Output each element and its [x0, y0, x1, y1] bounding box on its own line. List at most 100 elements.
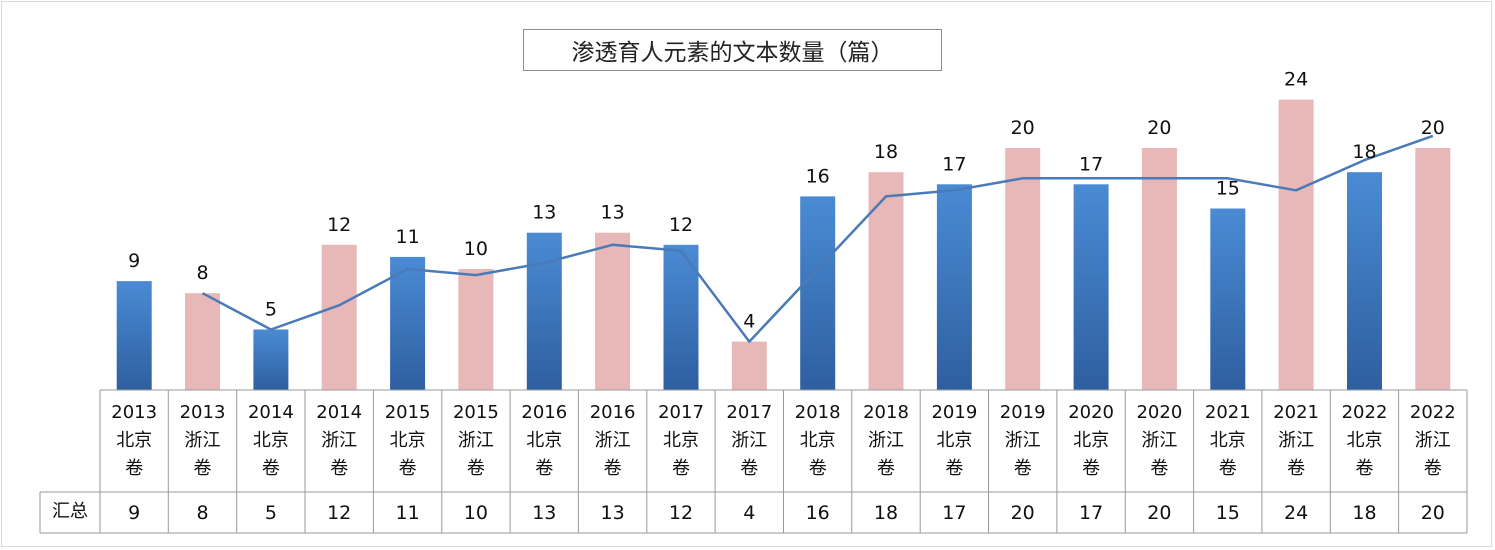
category-tick-label: 卷 [467, 458, 485, 479]
table-value: 15 [1216, 502, 1240, 524]
category-tick-label: 2022 [1342, 402, 1388, 423]
data-label: 24 [1284, 69, 1308, 91]
category-tick-label: 2014 [248, 402, 294, 423]
bar [1415, 148, 1451, 390]
table-value: 20 [1147, 502, 1171, 524]
bar [1278, 99, 1314, 390]
category-tick-label: 浙江 [731, 430, 767, 451]
category-tick-label: 2016 [590, 402, 636, 423]
table-value: 17 [942, 502, 966, 524]
category-tick-label: 2021 [1205, 402, 1251, 423]
table-value: 13 [601, 502, 625, 524]
category-tick-label: 卷 [1082, 458, 1100, 479]
bar [390, 256, 426, 390]
data-label: 18 [874, 141, 898, 163]
category-tick-label: 北京 [526, 430, 562, 451]
category-tick-label: 浙江 [1141, 430, 1177, 451]
bar [800, 196, 836, 390]
data-label: 8 [196, 262, 208, 284]
bar [1347, 172, 1382, 390]
bar [116, 281, 152, 390]
bar [185, 293, 220, 390]
bar [1005, 148, 1041, 390]
table-value: 5 [265, 502, 277, 524]
category-tick-label: 北京 [1073, 430, 1109, 451]
trend-line [201, 134, 1434, 343]
category-tick-label: 2020 [1136, 402, 1182, 423]
category-tick-label: 2013 [180, 402, 226, 423]
bar [1210, 208, 1246, 390]
category-tick-label: 卷 [262, 458, 280, 479]
table-value: 20 [1421, 502, 1445, 524]
category-tick-label: 北京 [1347, 430, 1383, 451]
category-tick-label: 卷 [330, 458, 348, 479]
category-tick-label: 浙江 [1415, 430, 1451, 451]
data-label: 20 [1421, 117, 1445, 139]
table-value: 24 [1284, 502, 1308, 524]
bar [458, 269, 494, 390]
category-tick-label: 北京 [936, 430, 972, 451]
table-value: 18 [1352, 502, 1376, 524]
category-tick-label: 卷 [945, 458, 963, 479]
category-tick-label: 卷 [399, 458, 417, 479]
bar [1073, 184, 1109, 390]
category-tick-label: 北京 [663, 430, 699, 451]
category-tick-label: 2015 [385, 402, 431, 423]
table-value: 11 [396, 502, 420, 524]
table-value: 16 [806, 502, 830, 524]
data-label: 18 [1352, 141, 1376, 163]
category-tick-label: 2020 [1068, 402, 1114, 423]
data-label: 4 [743, 311, 755, 333]
chart-title: 渗透育人元素的文本数量（篇） [523, 29, 942, 71]
category-tick-label: 北京 [1210, 430, 1246, 451]
category-tick-label: 卷 [809, 458, 827, 479]
category-tick-label: 2017 [726, 402, 772, 423]
category-tick-label: 2021 [1273, 402, 1319, 423]
category-tick-label: 卷 [1014, 458, 1032, 479]
category-tick-label: 卷 [1150, 458, 1168, 479]
category-tick-label: 2016 [521, 402, 567, 423]
bar [936, 184, 972, 390]
category-tick-label: 北京 [390, 430, 426, 451]
table-value: 10 [464, 502, 488, 524]
category-tick-label: 北京 [253, 430, 289, 451]
category-tick-label: 卷 [194, 458, 212, 479]
category-tick-label: 北京 [116, 430, 152, 451]
bar [868, 172, 904, 390]
data-label: 5 [265, 299, 277, 321]
category-tick-label: 卷 [1219, 458, 1237, 479]
data-label: 12 [327, 214, 351, 236]
data-label: 15 [1216, 178, 1240, 200]
data-label: 12 [669, 214, 693, 236]
bar [1141, 148, 1177, 390]
bar [321, 244, 357, 390]
table-value: 12 [669, 502, 693, 524]
data-label: 17 [1079, 153, 1103, 175]
bar [253, 329, 289, 390]
category-tick-label: 浙江 [595, 430, 631, 451]
table-value: 18 [874, 502, 898, 524]
category-tick-label: 2018 [795, 402, 841, 423]
category-tick-label: 卷 [1287, 458, 1305, 479]
table-value: 13 [532, 502, 556, 524]
data-label: 13 [601, 202, 625, 224]
bar [595, 232, 631, 390]
table-value: 8 [196, 502, 208, 524]
category-tick-label: 卷 [535, 458, 553, 479]
data-label: 11 [396, 226, 420, 248]
bar [663, 244, 699, 390]
data-label: 20 [1011, 117, 1035, 139]
category-tick-label: 卷 [125, 458, 143, 479]
data-label: 20 [1147, 117, 1171, 139]
category-tick-label: 浙江 [1005, 430, 1041, 451]
category-tick-label: 浙江 [321, 430, 357, 451]
category-tick-label: 浙江 [458, 430, 494, 451]
bar [526, 232, 562, 390]
category-tick-label: 2013 [111, 402, 157, 423]
table-value: 9 [128, 502, 140, 524]
category-tick-label: 卷 [604, 458, 622, 479]
category-tick-label: 卷 [1356, 458, 1374, 479]
category-tick-label: 卷 [877, 458, 895, 479]
